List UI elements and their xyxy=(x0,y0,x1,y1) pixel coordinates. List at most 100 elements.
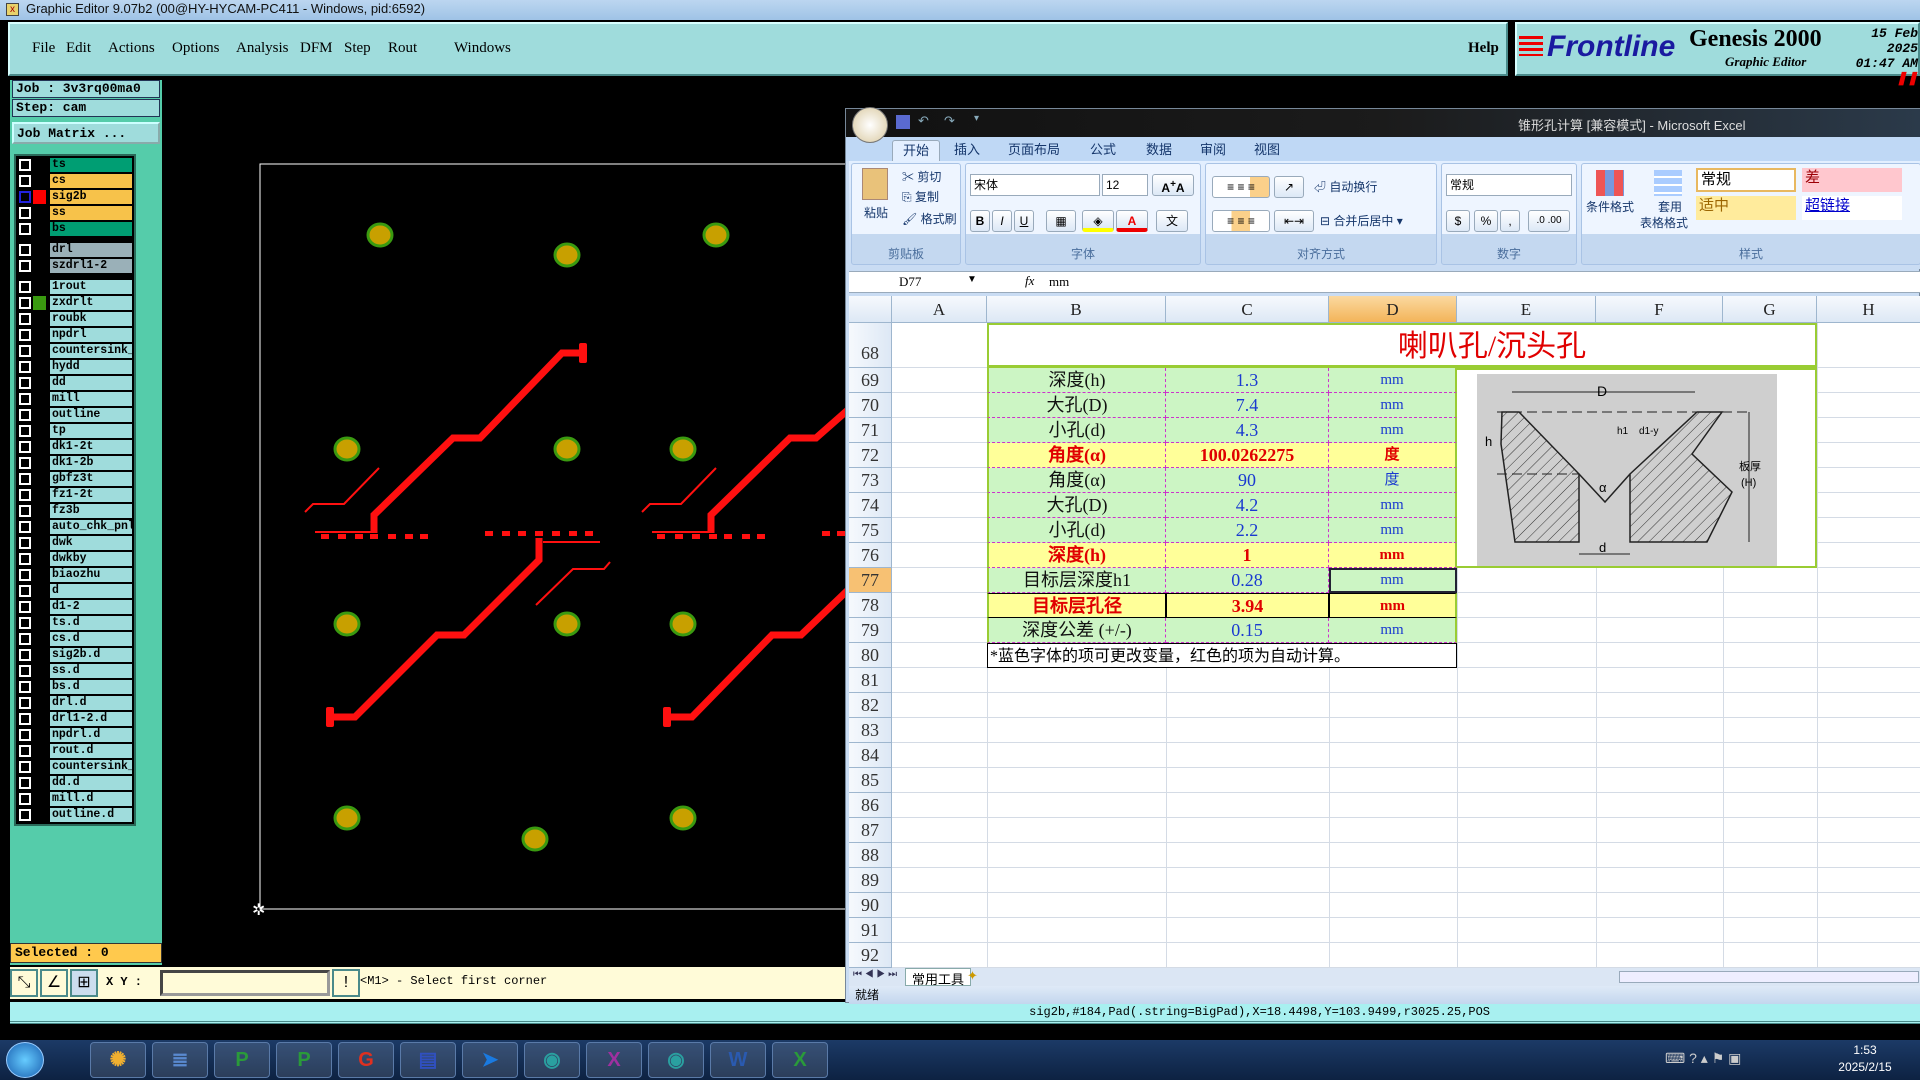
fiducial-mark[interactable] xyxy=(569,531,577,536)
via-pad[interactable] xyxy=(702,222,730,248)
fill-color-icon[interactable]: ◈ xyxy=(1082,210,1114,232)
row-header[interactable]: 83 xyxy=(849,718,892,743)
layer-row[interactable]: countersink_ xyxy=(16,760,134,774)
layer-row[interactable]: outline.d xyxy=(16,808,134,822)
param-value[interactable]: 1.3 xyxy=(1166,368,1329,393)
fiducial-mark[interactable] xyxy=(709,534,717,539)
number-format-select[interactable]: 常规 xyxy=(1446,174,1572,196)
layer-name[interactable]: dd.d xyxy=(50,776,132,790)
layer-name[interactable]: 1rout xyxy=(50,280,132,294)
layer-checkbox[interactable] xyxy=(19,681,31,693)
select-all-button[interactable] xyxy=(849,296,892,323)
layer-row[interactable]: countersink_ xyxy=(16,344,134,358)
menu-help[interactable]: Help xyxy=(1468,40,1499,56)
param-unit[interactable]: 度 xyxy=(1329,443,1457,468)
layer-name[interactable]: dd xyxy=(50,376,132,390)
table-format-button[interactable]: 表格格式 xyxy=(1640,216,1689,230)
layer-name[interactable]: zxdrlt xyxy=(50,296,132,310)
row-header[interactable]: 76 xyxy=(849,543,892,568)
percent-button[interactable]: % xyxy=(1474,210,1498,232)
layer-checkbox[interactable] xyxy=(19,441,31,453)
layer-row[interactable]: outline xyxy=(16,408,134,422)
layer-row[interactable]: gbfz3t xyxy=(16,472,134,486)
layer-row[interactable]: roubk xyxy=(16,312,134,326)
layer-row[interactable]: dwk xyxy=(16,536,134,550)
row-header[interactable]: 88 xyxy=(849,843,892,868)
layer-name[interactable]: dk1-2b xyxy=(50,456,132,470)
layer-checkbox[interactable] xyxy=(19,745,31,757)
formula-input[interactable]: mm xyxy=(1049,274,1070,289)
vertical-align-icons[interactable]: ≡ ≡ ≡ xyxy=(1212,176,1270,198)
via-pad[interactable] xyxy=(333,436,361,462)
fiducial-mark[interactable] xyxy=(485,531,493,536)
param-unit[interactable]: mm xyxy=(1329,568,1457,593)
worksheet-grid[interactable]: A B C D E F G H 68 69 70 71 72 73 74 75 76 77 78 79 80 81 82 83… xyxy=(849,296,1920,968)
param-value[interactable]: 4.2 xyxy=(1166,493,1329,518)
fx-icon[interactable]: fx xyxy=(1025,273,1035,288)
arrow-app-icon[interactable]: ➤ xyxy=(462,1042,518,1078)
param-value[interactable]: 90 xyxy=(1166,468,1329,493)
ribbon-tab[interactable]: 视图 xyxy=(1254,142,1281,157)
layer-row[interactable]: d xyxy=(16,584,134,598)
param-value[interactable]: 7.4 xyxy=(1166,393,1329,418)
fiducial-mark[interactable] xyxy=(822,531,830,536)
grid-icon[interactable]: ⊞ xyxy=(70,969,98,997)
layer-row[interactable]: ts.d xyxy=(16,616,134,630)
row-header[interactable]: 75 xyxy=(849,518,892,543)
border-icon[interactable]: ▦ xyxy=(1046,210,1076,232)
fiducial-mark[interactable] xyxy=(724,534,732,539)
param-unit[interactable]: mm xyxy=(1329,493,1457,518)
thin-trace[interactable] xyxy=(304,467,380,513)
via-pad[interactable] xyxy=(333,611,361,637)
layer-name[interactable]: hydd xyxy=(50,360,132,374)
paste-button[interactable]: 粘贴 xyxy=(864,206,889,220)
layer-row[interactable]: drl.d xyxy=(16,696,134,710)
layer-checkbox[interactable] xyxy=(19,505,31,517)
ribbon-tab[interactable]: 审阅 xyxy=(1200,142,1227,157)
layer-name[interactable]: fz1-2t xyxy=(50,488,132,502)
param-label[interactable]: 目标层深度h1 xyxy=(987,568,1166,593)
param-label[interactable]: 角度(α) xyxy=(987,468,1166,493)
column-header-C[interactable]: C xyxy=(1166,296,1329,323)
layer-name[interactable]: ss xyxy=(50,206,132,220)
via-pad[interactable] xyxy=(553,436,581,462)
layer-row[interactable]: drl xyxy=(16,243,134,257)
shell-icon[interactable]: ✺ xyxy=(90,1042,146,1078)
layer-name[interactable]: ts xyxy=(50,158,132,172)
layer-checkbox[interactable] xyxy=(19,553,31,565)
layer-name[interactable]: sig2b xyxy=(50,190,132,204)
word-icon[interactable]: W xyxy=(710,1042,766,1078)
layer-checkbox[interactable] xyxy=(19,244,31,256)
layer-row[interactable]: 1rout xyxy=(16,280,134,294)
layer-name[interactable]: cs xyxy=(50,174,132,188)
layer-name[interactable]: outline.d xyxy=(50,808,132,822)
fiducial-mark[interactable] xyxy=(692,534,700,539)
row-header[interactable]: 84 xyxy=(849,743,892,768)
layer-row[interactable]: biaozhu xyxy=(16,568,134,582)
fiducial-mark[interactable] xyxy=(742,534,750,539)
param-value[interactable]: 0.28 xyxy=(1166,568,1329,593)
layer-row[interactable]: npdrl xyxy=(16,328,134,342)
menu-step[interactable]: Step xyxy=(344,40,371,56)
layer-checkbox[interactable] xyxy=(19,809,31,821)
fiducial-mark[interactable] xyxy=(370,534,378,539)
layer-name[interactable]: bs.d xyxy=(50,680,132,694)
layer-checkbox[interactable] xyxy=(19,377,31,389)
param-label[interactable]: 大孔(D) xyxy=(987,393,1166,418)
param-label[interactable]: 大孔(D) xyxy=(987,493,1166,518)
layer-checkbox[interactable] xyxy=(19,473,31,485)
layer-checkbox[interactable] xyxy=(19,777,31,789)
layer-checkbox[interactable] xyxy=(19,617,31,629)
layer-name[interactable]: npdrl xyxy=(50,328,132,342)
ribbon-tab[interactable]: 数据 xyxy=(1146,142,1173,157)
trace[interactable] xyxy=(370,349,583,533)
exclamation-icon[interactable]: ! xyxy=(332,969,360,997)
layer-checkbox[interactable] xyxy=(19,761,31,773)
layer-row[interactable]: drl1-2.d xyxy=(16,712,134,726)
redo-icon[interactable]: ↷ xyxy=(944,113,955,128)
menu-actions[interactable]: Actions xyxy=(108,40,155,56)
graphic-canvas[interactable]: ✲ xyxy=(165,78,853,966)
fiducial-mark[interactable] xyxy=(757,534,765,539)
layer-checkbox[interactable] xyxy=(19,649,31,661)
layer-name[interactable]: countersink_ xyxy=(50,344,132,358)
